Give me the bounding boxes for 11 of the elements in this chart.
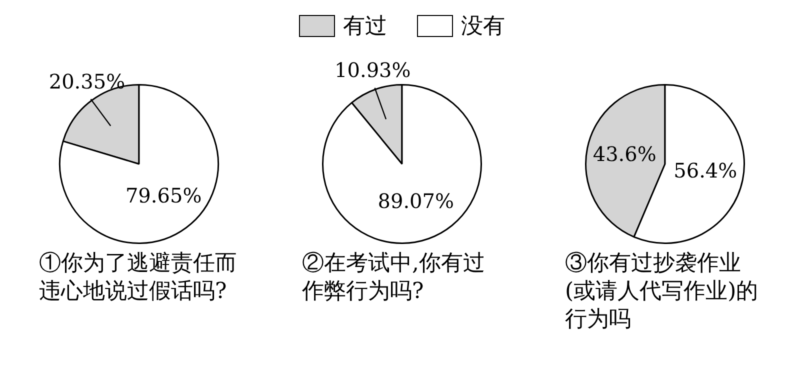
data-label: 89.07%: [378, 189, 454, 214]
legend-label: 有过: [343, 13, 387, 41]
data-label: 20.35%: [48, 69, 126, 94]
legend-label: 没有: [461, 13, 505, 41]
text: ②在考试中,你有过作弊行为吗?: [302, 250, 486, 306]
text: ③你有过抄袭作业(或请人代写作业)的行为吗: [565, 250, 760, 334]
data-label: 79.65%: [125, 183, 202, 208]
data-label: 56.4%: [674, 158, 738, 182]
text: ①你为了逃避责任而违心地说过假话吗?: [39, 250, 238, 306]
data-label: 10.93%: [334, 58, 411, 82]
data-label: 43.6%: [592, 142, 656, 166]
